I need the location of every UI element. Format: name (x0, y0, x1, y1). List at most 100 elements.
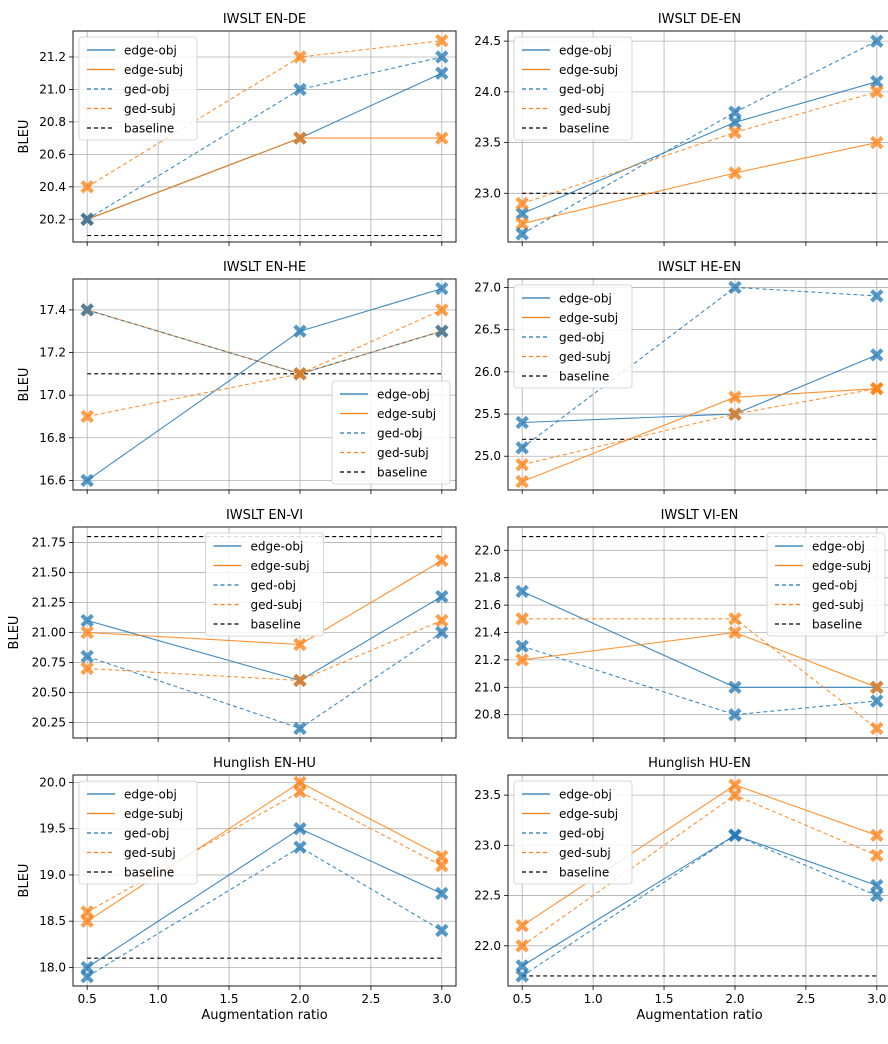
y-tick-label: 21.4 (474, 626, 501, 640)
legend-label: ged-obj (124, 827, 169, 841)
marker-stroke (515, 969, 529, 983)
marker-stroke (80, 661, 94, 676)
marker-ged-subj (870, 85, 884, 99)
series-line-ged-subj (522, 388, 877, 466)
subplot-title: IWSLT DE-EN (658, 12, 741, 27)
marker-ged-subj (728, 788, 742, 802)
legend-label: edge-obj (812, 540, 865, 554)
subplot-3: 16.6 16.8 17.0 17.2 17.4 IWSLT EN-HE BLEU edge-… (17, 260, 457, 494)
marker-stroke (728, 788, 742, 802)
axes-frame (72, 774, 457, 987)
y-tick-label: 27.0 (474, 280, 501, 294)
x-tick-label: 2.5 (361, 992, 380, 1006)
marker-ged-subj (293, 367, 307, 381)
legend: edge-obj edge-subj ged-obj ged-subj baseline (513, 780, 633, 885)
y-tick-label: 23.0 (474, 186, 501, 200)
y-tick-label: 23.5 (474, 788, 501, 802)
marker-stroke (80, 212, 94, 226)
legend-label: edge-obj (124, 44, 177, 58)
legend-label: edge-subj (377, 407, 436, 421)
marker-stroke (80, 649, 94, 664)
legend-label: edge-subj (812, 559, 871, 573)
marker-stroke (435, 324, 449, 338)
marker-stroke (80, 303, 94, 317)
legend-label: ged-subj (124, 102, 176, 116)
marker-edge-subj (870, 828, 884, 842)
marker-ged-subj (515, 457, 529, 472)
legend-label: edge-subj (251, 559, 310, 573)
legend-label: ged-subj (812, 598, 864, 612)
marker-stroke (870, 289, 884, 303)
marker-edge-subj (80, 625, 94, 640)
y-tick-label: 19.0 (39, 868, 66, 882)
marker-edge-subj (515, 653, 529, 667)
marker-ged-obj (515, 227, 529, 241)
marker-edge-obj (435, 589, 449, 604)
legend: edge-obj edge-subj ged-obj ged-subj baseline (78, 36, 198, 141)
legend-label: baseline (812, 618, 862, 632)
y-tick-label: 22.0 (474, 543, 501, 557)
markers (515, 280, 884, 489)
y-tick-label: 20.8 (474, 708, 501, 722)
marker-edge-subj (870, 135, 884, 150)
marker-stroke (870, 694, 884, 708)
marker-ged-subj (870, 848, 884, 863)
axes-frame (507, 526, 888, 739)
legend-label: edge-subj (559, 807, 618, 821)
marker-ged-subj (515, 196, 529, 211)
y-tick-label: 25.0 (474, 449, 501, 463)
axes: 0.5 1.0 1.5 2.0 2.5 3.0 18.0 18.5 19.0 19.5 20.0 (39, 775, 451, 1006)
marker-ged-subj (293, 50, 307, 64)
marker-stroke (515, 441, 529, 455)
marker-ged-obj (728, 280, 742, 295)
legend-label: edge-subj (124, 63, 183, 77)
y-tick-label: 20.25 (32, 715, 66, 729)
y-tick-label: 17.0 (39, 388, 66, 402)
axes: 23.0 23.5 24.0 24.5 (474, 34, 878, 246)
y-tick-label: 20.75 (32, 655, 66, 669)
marker-ged-subj (80, 905, 94, 919)
marker-edge-obj (435, 886, 449, 901)
markers (80, 553, 449, 736)
y-tick-label: 23.0 (474, 838, 501, 852)
marker-edge-obj (870, 878, 884, 893)
marker-edge-obj (435, 281, 449, 296)
marker-stroke (435, 886, 449, 901)
marker-stroke (515, 217, 529, 231)
marker-stroke (435, 613, 449, 628)
marker-ged-subj (515, 939, 529, 953)
marker-edge-subj (728, 166, 742, 180)
marker-stroke (80, 613, 94, 628)
marker-ged-subj (80, 409, 94, 424)
legend-label: edge-obj (559, 788, 612, 802)
legend-label: ged-subj (124, 846, 176, 860)
legend-label: edge-obj (559, 44, 612, 58)
marker-edge-obj (728, 115, 742, 129)
marker-edge-obj (870, 75, 884, 89)
axes: 0.5 1.0 1.5 2.0 2.5 3.0 22.0 22.5 23.0 23.5 (474, 788, 886, 1006)
marker-stroke (870, 348, 884, 362)
legend-label: ged-obj (124, 83, 169, 97)
legend-label: ged-subj (251, 598, 303, 612)
marker-ged-subj (80, 661, 94, 676)
marker-stroke (870, 382, 884, 396)
legend: edge-obj edge-subj ged-obj ged-subj baseline (78, 780, 198, 885)
marker-stroke (293, 324, 307, 338)
marker-edge-subj (293, 131, 307, 145)
legend-box (331, 380, 451, 485)
marker-edge-subj (293, 637, 307, 652)
marker-ged-obj (435, 324, 449, 338)
y-tick-label: 21.8 (474, 571, 501, 585)
y-tick-label: 20.2 (39, 212, 66, 226)
marker-ged-obj (435, 923, 449, 938)
marker-stroke (870, 135, 884, 150)
legend-label: ged-subj (377, 446, 429, 460)
y-tick-label: 16.6 (39, 473, 66, 487)
marker-stroke (515, 227, 529, 241)
marker-stroke (728, 612, 742, 626)
marker-stroke (728, 390, 742, 404)
marker-ged-obj (293, 721, 307, 736)
marker-stroke (293, 637, 307, 652)
marker-stroke (515, 653, 529, 667)
y-tick-label: 19.5 (39, 822, 66, 836)
